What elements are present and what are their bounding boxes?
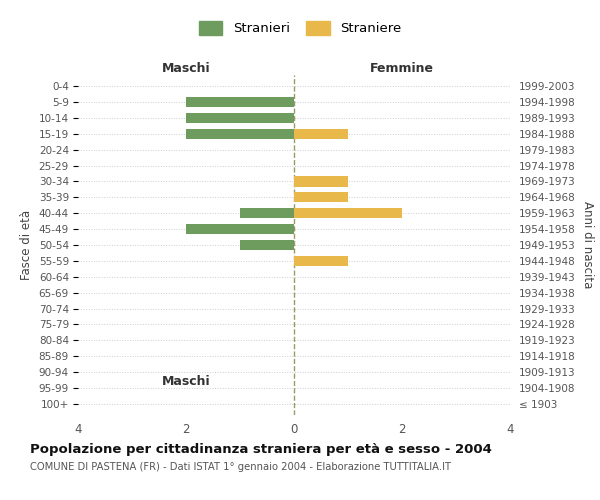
Bar [294, 192, 348, 202]
Bar [186, 224, 294, 234]
Text: Popolazione per cittadinanza straniera per età e sesso - 2004: Popolazione per cittadinanza straniera p… [30, 442, 492, 456]
Bar [294, 128, 348, 139]
Bar [186, 112, 294, 123]
Y-axis label: Fasce di età: Fasce di età [20, 210, 33, 280]
Bar [240, 240, 294, 250]
Text: COMUNE DI PASTENA (FR) - Dati ISTAT 1° gennaio 2004 - Elaborazione TUTTITALIA.IT: COMUNE DI PASTENA (FR) - Dati ISTAT 1° g… [30, 462, 451, 472]
Bar [294, 208, 402, 218]
Bar [240, 208, 294, 218]
Text: Femmine: Femmine [370, 62, 434, 75]
Bar [294, 256, 348, 266]
Bar [186, 128, 294, 139]
Y-axis label: Anni di nascita: Anni di nascita [581, 202, 595, 288]
Text: Maschi: Maschi [161, 62, 211, 75]
Legend: Stranieri, Straniere: Stranieri, Straniere [194, 16, 406, 39]
Bar [294, 176, 348, 186]
Text: Maschi: Maschi [161, 374, 211, 388]
Bar [186, 97, 294, 107]
